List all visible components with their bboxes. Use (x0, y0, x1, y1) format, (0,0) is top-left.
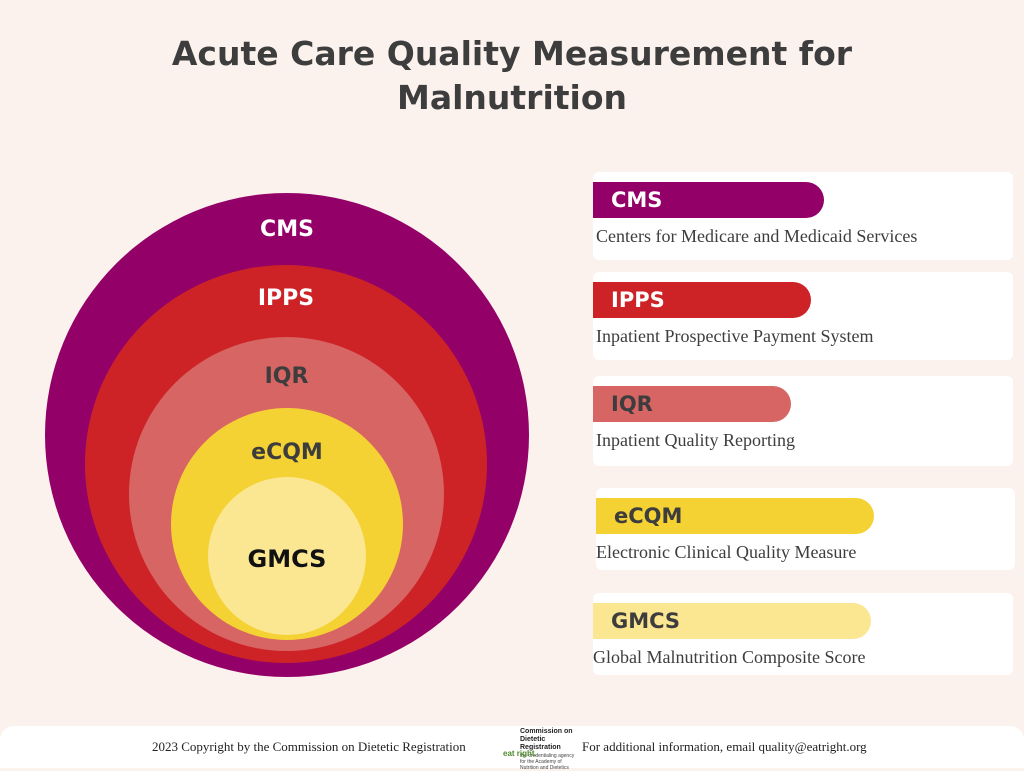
footer-copyright: 2023 Copyright by the Commission on Diet… (152, 739, 466, 754)
page-title: Acute Care Quality Measurement for Malnu… (171, 34, 853, 117)
legend-pill-iqr: IQR (593, 386, 791, 422)
legend-desc-ecqm: Electronic Clinical Quality Measure (596, 542, 857, 562)
legend-desc-iqr: Inpatient Quality Reporting (596, 430, 795, 450)
circle-label-cms: CMS (260, 217, 314, 242)
legend-pill-cms: CMS (593, 182, 824, 218)
circle-label-iqr: IQR (264, 364, 309, 389)
legend-item-cms: CMS Centers for Medicare and Medicaid Se… (593, 172, 1013, 260)
legend-desc-cms: Centers for Medicare and Medicaid Servic… (596, 226, 918, 246)
cdr-logo-title: Commission on Dietetic Registration (520, 728, 573, 751)
cdr-logo: Commission on Dietetic Registration the … (503, 728, 575, 771)
legend-desc-gmcs: Global Malnutrition Composite Score (593, 647, 866, 667)
legend-desc-ipps: Inpatient Prospective Payment System (596, 326, 874, 346)
footer-contact: For additional information, email qualit… (582, 739, 867, 754)
circle-gmcs: GMCS (208, 477, 366, 635)
legend-item-iqr: IQR Inpatient Quality Reporting (593, 376, 1013, 466)
legend-item-gmcs: GMCS Global Malnutrition Composite Score (593, 593, 1013, 675)
circle-label-gmcs: GMCS (247, 545, 327, 573)
legend-pill-ipps: IPPS (593, 282, 811, 318)
legend-item-ecqm: eCQM Electronic Clinical Quality Measure (596, 488, 1015, 570)
circle-label-ecqm: eCQM (251, 440, 323, 465)
circle-label-ipps: IPPS (257, 286, 315, 311)
footer: 2023 Copyright by the Commission on Diet… (0, 726, 1024, 771)
legend-pill-gmcs: GMCS (593, 603, 871, 639)
legend-pill-ecqm: eCQM (596, 498, 874, 534)
legend-item-ipps: IPPS Inpatient Prospective Payment Syste… (593, 272, 1013, 360)
eatright-logo-mark: eat right. (503, 749, 537, 758)
